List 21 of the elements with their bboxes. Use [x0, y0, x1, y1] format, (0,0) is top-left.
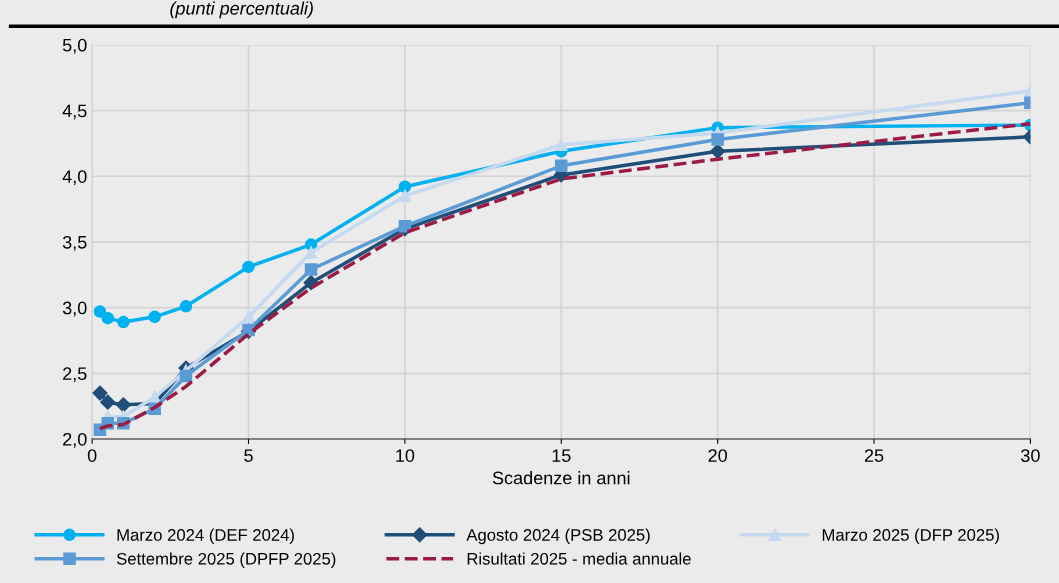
- x-tick-label: 20: [708, 449, 727, 462]
- y-tick-label: 3,5: [62, 235, 87, 251]
- x-tick-label: 30: [1021, 449, 1040, 462]
- y-tick-label: 5,0: [62, 38, 87, 54]
- legend-label: Agosto 2024 (PSB 2025): [466, 528, 650, 545]
- x-tick-label: 25: [864, 449, 884, 462]
- chart-subtitle: (punti percentuali): [170, 1, 313, 19]
- y-tick-label: 3,0: [62, 301, 87, 317]
- x-axis-title: Scadenze in anni: [492, 471, 630, 485]
- legend-label: Marzo 2024 (DEF 2024): [117, 528, 294, 545]
- y-tick-label: 2,5: [63, 367, 87, 383]
- legend-label: Risultati 2025 - media annuale: [467, 552, 691, 565]
- x-tick-label: 5: [244, 449, 253, 462]
- legend-label: Marzo 2025 (DFP 2025): [822, 528, 999, 545]
- legend-label: Settembre 2025 (DPFP 2025): [116, 552, 336, 568]
- y-tick-label: 4,5: [62, 104, 87, 120]
- x-tick-label: 0: [87, 449, 97, 462]
- y-tick-label: 4,0: [62, 170, 87, 186]
- x-tick-label: 10: [396, 449, 415, 462]
- y-tick-label: 2,0: [63, 432, 87, 448]
- x-tick-label: 15: [552, 449, 571, 462]
